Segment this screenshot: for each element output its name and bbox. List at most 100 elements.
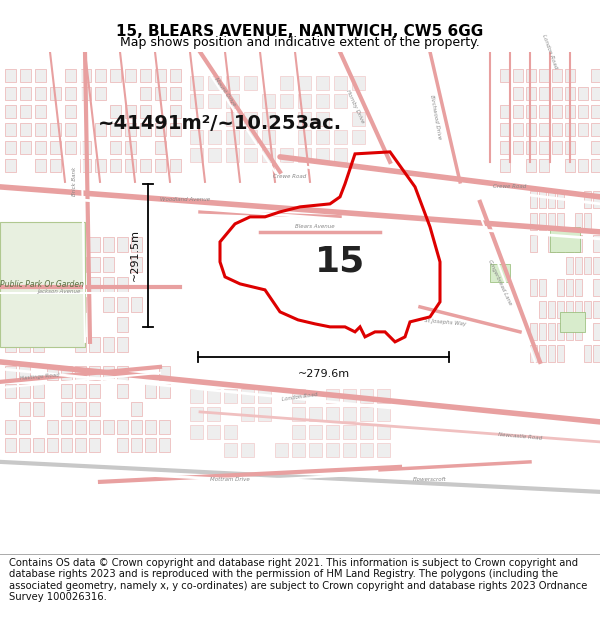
Bar [75,297,86,312]
Bar [548,235,555,252]
Bar [552,141,562,154]
Bar [61,317,72,332]
Bar [159,366,170,380]
Bar [591,69,600,82]
Bar [80,141,91,154]
Bar [326,443,339,457]
Bar [539,279,546,296]
Bar [190,407,203,421]
Bar [5,337,16,352]
Bar [47,297,58,312]
Text: Gingerbread Lane: Gingerbread Lane [487,258,513,306]
Bar [513,69,523,82]
Bar [5,105,16,118]
Bar [316,94,329,108]
Text: Crewe Road: Crewe Road [493,184,527,189]
Bar [103,257,114,272]
Bar [575,257,582,274]
Bar [131,438,142,452]
Text: ~279.6m: ~279.6m [298,369,350,379]
Bar [33,277,44,292]
Bar [140,123,151,136]
Bar [552,87,562,100]
Bar [526,159,536,172]
Bar [103,237,114,252]
Bar [591,105,600,118]
Bar [309,425,322,439]
Bar [500,123,510,136]
Bar [334,76,347,90]
Bar [224,425,237,439]
Bar [61,420,72,434]
Bar [316,130,329,144]
Bar [5,257,16,272]
Bar [584,301,591,318]
Bar [65,123,76,136]
Bar [155,141,166,154]
Bar [103,337,114,352]
Text: Brick Bank: Brick Bank [73,168,77,196]
Bar [5,366,16,380]
Bar [95,87,106,100]
Bar [526,69,536,82]
Bar [35,123,46,136]
Bar [539,301,546,318]
Bar [334,148,347,162]
Bar [33,237,44,252]
Bar [566,235,573,252]
Bar [343,407,356,421]
Bar [539,191,546,208]
Bar [117,438,128,452]
Bar [140,159,151,172]
Bar [89,366,100,380]
Bar [593,301,600,318]
Bar [131,420,142,434]
Bar [155,159,166,172]
Bar [565,87,575,100]
Bar [5,159,16,172]
Bar [591,87,600,100]
Bar [513,105,523,118]
Bar [5,317,16,332]
Bar [61,438,72,452]
Bar [539,69,549,82]
Bar [316,76,329,90]
Bar [593,345,600,362]
Bar [125,105,136,118]
Bar [360,407,373,421]
Bar [47,420,58,434]
Bar [530,235,537,252]
Bar [19,366,30,380]
Bar [131,257,142,272]
Bar [170,87,181,100]
Bar [565,141,575,154]
Bar [360,443,373,457]
Bar [578,159,588,172]
Bar [326,389,339,403]
Bar [224,443,237,457]
Bar [208,130,221,144]
Bar [19,337,30,352]
Bar [80,69,91,82]
Bar [557,235,564,252]
Bar [89,438,100,452]
Bar [539,345,546,362]
Bar [326,407,339,421]
Bar [578,87,588,100]
Bar [584,191,591,208]
Bar [584,257,591,274]
Bar [280,76,293,90]
Text: Crewe Road: Crewe Road [274,174,307,179]
Bar [95,69,106,82]
Bar [539,159,549,172]
Bar [584,345,591,362]
Bar [159,420,170,434]
Bar [575,213,582,230]
Bar [170,105,181,118]
Bar [125,159,136,172]
Bar [19,277,30,292]
Text: Jackson Avenue: Jackson Avenue [38,289,82,294]
Bar [117,420,128,434]
Bar [343,389,356,403]
Bar [47,237,58,252]
